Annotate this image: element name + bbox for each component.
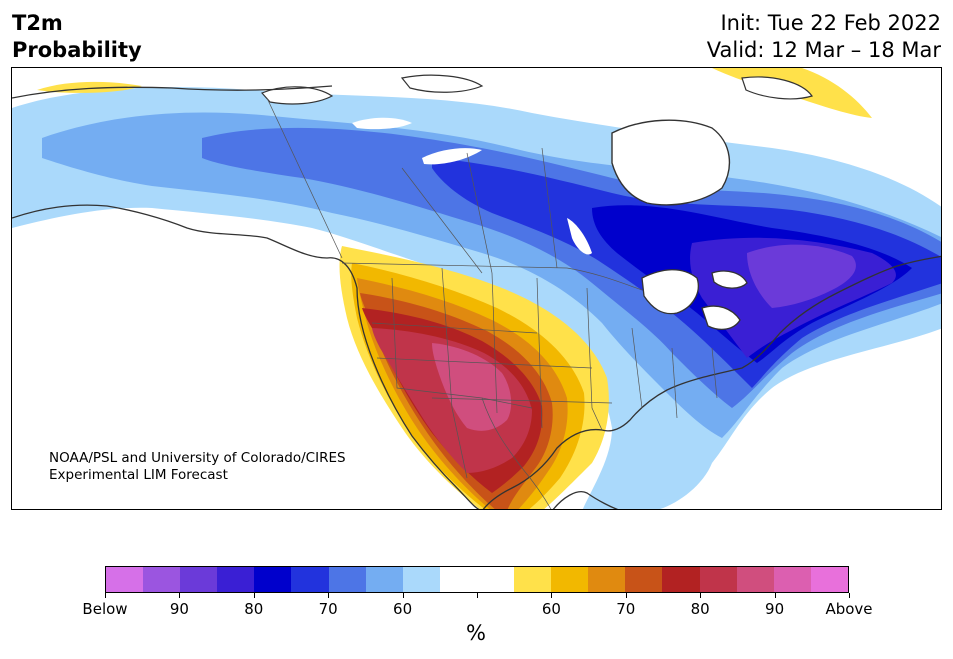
legend-tick-label: 90 bbox=[765, 600, 785, 618]
legend-swatch bbox=[736, 567, 774, 592]
great-bear-lake bbox=[352, 117, 412, 130]
legend-swatch bbox=[662, 567, 700, 592]
init-date: Init: Tue 22 Feb 2022 bbox=[720, 11, 941, 35]
probability-map bbox=[12, 68, 941, 509]
political-borders bbox=[266, 97, 718, 509]
legend-swatch bbox=[180, 567, 218, 592]
cold-region-99 bbox=[747, 244, 856, 308]
legend-swatch bbox=[143, 567, 181, 592]
legend-swatch bbox=[254, 567, 292, 592]
legend-tick bbox=[550, 593, 552, 598]
legend-tick-label: Above bbox=[825, 600, 873, 618]
legend-swatch bbox=[773, 567, 811, 592]
legend-tick-label: 70 bbox=[318, 600, 338, 618]
legend-tick bbox=[625, 593, 627, 598]
legend-tick bbox=[848, 593, 850, 598]
map-title: T2m Probability bbox=[12, 10, 142, 64]
color-legend-bar bbox=[105, 566, 849, 593]
legend-swatch bbox=[476, 567, 515, 592]
legend-swatch bbox=[328, 567, 366, 592]
title-line-2: Probability bbox=[12, 38, 142, 62]
legend-tick bbox=[402, 593, 404, 598]
legend-tick-label: 60 bbox=[393, 600, 413, 618]
valid-range: Valid: 12 Mar – 18 Mar bbox=[706, 38, 941, 62]
legend-swatch bbox=[217, 567, 255, 592]
legend-tick bbox=[253, 593, 255, 598]
legend-tick-label: 70 bbox=[616, 600, 636, 618]
legend-tick bbox=[104, 593, 106, 598]
title-line-1: T2m bbox=[12, 11, 63, 35]
great-slave-lake bbox=[422, 148, 482, 165]
legend-swatch bbox=[551, 567, 589, 592]
legend-units: % bbox=[466, 621, 486, 645]
legend-tick-label: Below bbox=[82, 600, 128, 618]
map-panel bbox=[11, 67, 942, 510]
legend-tick-label: 60 bbox=[541, 600, 561, 618]
credit-line-2: Experimental LIM Forecast bbox=[49, 467, 228, 483]
legend-tick-label: 80 bbox=[690, 600, 710, 618]
legend-tick bbox=[178, 593, 180, 598]
great-lakes bbox=[641, 269, 748, 331]
arctic-islands bbox=[260, 74, 813, 105]
legend-tick bbox=[327, 593, 329, 598]
coastlines bbox=[12, 85, 941, 509]
legend-swatch bbox=[514, 567, 552, 592]
legend-swatch bbox=[291, 567, 329, 592]
legend-tick-label: 80 bbox=[244, 600, 264, 618]
legend-tick bbox=[699, 593, 701, 598]
legend-tick bbox=[476, 593, 478, 598]
legend-swatch bbox=[810, 567, 848, 592]
warm-region-99 bbox=[432, 343, 512, 431]
legend-swatch bbox=[106, 567, 144, 592]
lake-winnipeg bbox=[567, 218, 592, 255]
forecast-credit: NOAA/PSL and University of Colorado/CIRE… bbox=[49, 450, 346, 484]
hudson-bay bbox=[611, 119, 731, 206]
credit-line-1: NOAA/PSL and University of Colorado/CIRE… bbox=[49, 450, 346, 466]
legend-swatch bbox=[439, 567, 477, 592]
legend-swatch bbox=[588, 567, 626, 592]
legend-swatch bbox=[365, 567, 403, 592]
forecast-dates: Init: Tue 22 Feb 2022 Valid: 12 Mar – 18… bbox=[707, 10, 941, 64]
legend-tick-label: 90 bbox=[169, 600, 189, 618]
legend-swatch bbox=[402, 567, 440, 592]
legend-tick bbox=[774, 593, 776, 598]
legend-swatch bbox=[699, 567, 737, 592]
legend-swatch bbox=[625, 567, 663, 592]
